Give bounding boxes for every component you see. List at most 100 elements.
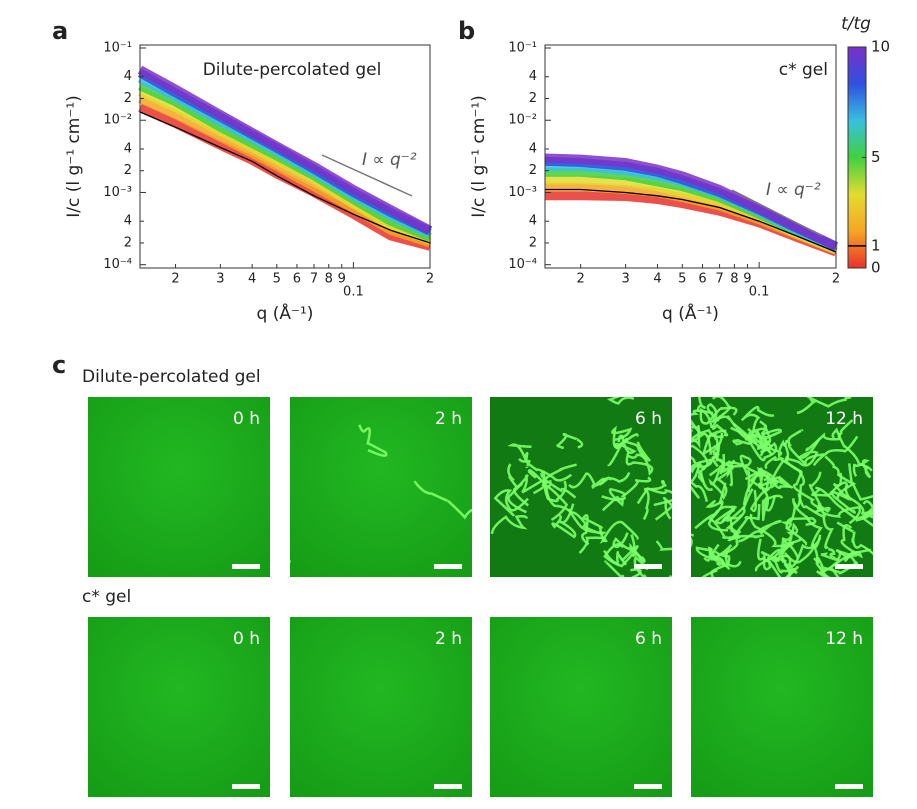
- fiber: [490, 515, 529, 535]
- fiber: [719, 454, 736, 479]
- fiber: [749, 473, 771, 513]
- y-axis-label: I/c (l g⁻¹ cm⁻¹): [469, 95, 489, 218]
- x-tick-label: 7: [715, 272, 723, 287]
- fiber: [507, 474, 544, 514]
- fiber: [532, 478, 567, 503]
- network: [691, 397, 873, 577]
- fiber: [695, 543, 720, 562]
- fiber: [581, 514, 608, 546]
- chart-title: Dilute-percolated gel: [203, 60, 382, 80]
- x-tick-label: 5: [678, 272, 686, 287]
- network: [490, 397, 672, 577]
- fiber: [607, 425, 633, 467]
- slope-annotation: I ∝ q⁻²: [362, 150, 417, 170]
- y-tick-label: 2: [124, 91, 132, 106]
- micrograph-bg: [290, 617, 472, 797]
- fiber: [636, 487, 672, 506]
- fiber: [861, 500, 873, 527]
- fiber: [812, 435, 859, 467]
- fiber: [694, 499, 724, 530]
- fiber: [603, 543, 639, 568]
- row-label: Dilute-percolated gel: [82, 367, 261, 387]
- y-tick-label: 10⁻⁴: [508, 257, 537, 272]
- tile-label: 0 h: [233, 629, 260, 649]
- x-axis-label: q (Å⁻¹): [257, 302, 314, 324]
- x-tick-label: 4: [248, 272, 256, 287]
- series-line: [139, 111, 431, 244]
- tile-label: 0 h: [233, 409, 260, 429]
- micrograph-bg: [88, 397, 270, 577]
- x-tick-label: 9: [338, 272, 346, 287]
- y-tick-label: 10⁻²: [103, 113, 132, 128]
- x-axis-label: q (Å⁻¹): [662, 302, 719, 324]
- row-label: c* gel: [82, 587, 131, 607]
- fiber: [824, 455, 857, 500]
- fiber: [699, 406, 738, 429]
- x-tick-label: 2: [171, 272, 179, 287]
- fiber: [603, 549, 627, 566]
- fiber: [714, 505, 746, 525]
- fiber: [567, 508, 607, 535]
- colorbar-label: t/tg: [841, 14, 871, 34]
- scale-bar: [835, 784, 863, 789]
- plot-frame: [139, 44, 431, 269]
- micrograph: 6 h: [490, 397, 672, 577]
- scale-bar: [634, 784, 662, 789]
- fiber: [836, 521, 873, 556]
- fiber: [358, 424, 388, 457]
- fiber: [706, 397, 731, 424]
- y-tick-label: 10⁻³: [508, 185, 537, 200]
- scale-bar: [232, 564, 260, 569]
- fiber: [691, 533, 695, 548]
- y-tick-label: 4: [529, 69, 537, 84]
- y-tick-label: 2: [529, 163, 537, 178]
- fiber: [773, 559, 800, 577]
- fiber: [691, 428, 694, 446]
- fiber: [691, 409, 714, 434]
- x-tick-label: 6: [698, 272, 706, 287]
- x-tick-label: 7: [310, 272, 318, 287]
- fiber: [749, 513, 795, 564]
- y-tick-label: 10⁻¹: [508, 40, 537, 55]
- tile-label: 12 h: [825, 409, 863, 429]
- fiber: [691, 424, 701, 461]
- fiber: [696, 397, 707, 412]
- fiber: [691, 458, 713, 474]
- x-tick-label: 5: [273, 272, 281, 287]
- y-tick-label: 2: [529, 91, 537, 106]
- fiber: [568, 472, 605, 490]
- fiber: [744, 432, 771, 452]
- y-tick-label: 10⁻³: [103, 185, 132, 200]
- fiber: [787, 429, 825, 466]
- fiber: [844, 397, 852, 400]
- plot-frame: [544, 44, 837, 269]
- y-tick-label: 2: [124, 163, 132, 178]
- x-tick-label: 4: [653, 272, 661, 287]
- fiber: [654, 496, 672, 521]
- fiber: [769, 442, 790, 489]
- slope-guide: [731, 189, 823, 237]
- fiber: [721, 514, 742, 556]
- fiber: [785, 517, 817, 546]
- colorbar-tick-label: 1: [871, 236, 881, 254]
- micrograph-bg: [490, 397, 672, 577]
- colorbar-tick-label: 10: [871, 38, 890, 56]
- micrograph: 0 h: [88, 397, 270, 577]
- scale-bar: [434, 784, 462, 789]
- micrograph: 6 h: [490, 617, 672, 797]
- fiber: [709, 555, 726, 577]
- fiber: [761, 494, 784, 521]
- fiber: [601, 487, 627, 507]
- fiber: [796, 397, 847, 415]
- fiber: [290, 559, 292, 563]
- x-tick-label: 0.1: [343, 285, 364, 300]
- fiber: [748, 428, 782, 450]
- tile-label: 12 h: [825, 629, 863, 649]
- panel-letter: c: [52, 351, 66, 379]
- scale-bar: [232, 784, 260, 789]
- fiber: [601, 476, 652, 512]
- y-tick-label: 2: [124, 235, 132, 250]
- micrograph: 2 h: [290, 617, 472, 797]
- series-line: [545, 188, 837, 253]
